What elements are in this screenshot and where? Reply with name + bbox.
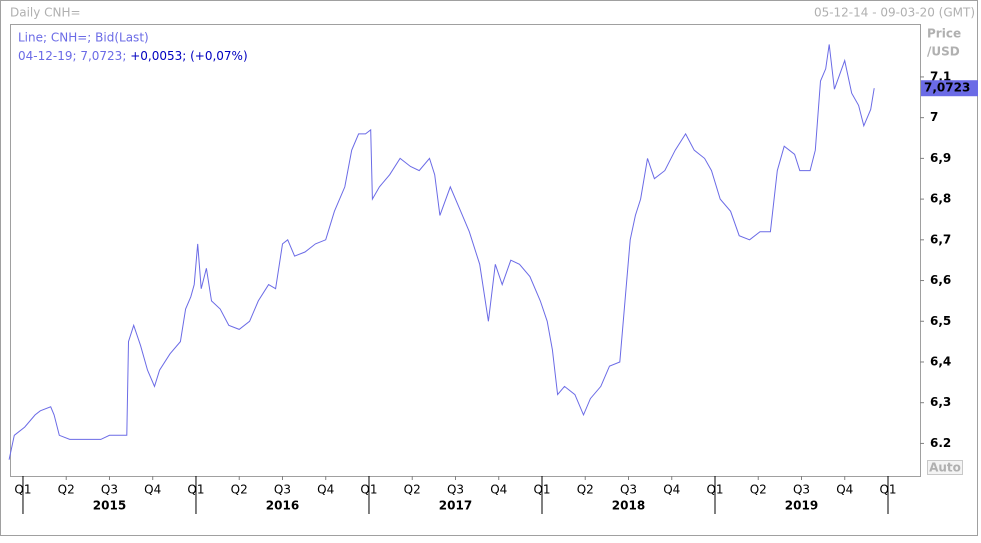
y-tick-label: 6,6 (930, 273, 951, 287)
price-line (8, 44, 875, 460)
x-tick-label: Q4 (490, 483, 507, 497)
x-tick-label: Q1 (879, 483, 896, 497)
x-tick-label: Q4 (317, 483, 334, 497)
x-tick-label: Q1 (360, 483, 377, 497)
chart-title: Daily CNH= (10, 6, 81, 20)
y-tick-label: 7 (930, 110, 938, 124)
info-change: +0,0053; (+0,07%) (130, 49, 247, 63)
x-tick-label: Q1 (706, 483, 723, 497)
x-tick-label: Q3 (274, 483, 291, 497)
last-price-tag (921, 80, 978, 97)
x-tick-label: Q2 (577, 483, 594, 497)
x-tick-label: Q3 (447, 483, 464, 497)
x-tick-label: Q2 (58, 483, 75, 497)
y-tick-label: 6,4 (930, 354, 951, 368)
x-tick-label: Q1 (533, 483, 550, 497)
y-tick-label: 6,8 (930, 192, 951, 206)
y-axis-label: /USD (927, 45, 960, 59)
x-tick-label: Q3 (793, 483, 810, 497)
plot-area (10, 24, 921, 477)
info-line: 04-12-19; 7,0723; +0,0053; (+0,07%) (18, 49, 248, 63)
x-tick-label: Q3 (101, 483, 118, 497)
date-range: 05-12-14 - 09-03-20 (GMT) (814, 6, 975, 20)
x-tick-label: Q4 (836, 483, 853, 497)
x-tick-label: Q3 (620, 483, 637, 497)
info-date: 04-12-19; 7,0723; (18, 49, 126, 63)
x-tick-label: Q2 (404, 483, 421, 497)
y-axis-label: Price (927, 27, 961, 41)
x-tick-label: Q2 (231, 483, 248, 497)
x-tick-label: Q2 (750, 483, 767, 497)
legend-line: Line; CNH=; Bid(Last) (18, 31, 149, 45)
y-tick-label: 6,5 (930, 314, 951, 328)
y-tick-label: 6,9 (930, 151, 951, 165)
year-label: 2015 (93, 499, 126, 513)
year-label: 2017 (439, 499, 472, 513)
last-price-label: 7,0723 (924, 81, 970, 95)
y-tick-label: 6,7 (930, 232, 951, 246)
x-tick-label: Q1 (14, 483, 31, 497)
y-tick-label: 6.2 (930, 436, 951, 450)
x-tick-label: Q4 (663, 483, 680, 497)
year-label: 2016 (266, 499, 299, 513)
y-tick-label: 7,1 (930, 69, 951, 83)
y-tick-label: 6,3 (930, 395, 951, 409)
auto-button-label[interactable]: Auto (929, 461, 961, 475)
auto-button[interactable] (927, 460, 963, 475)
x-tick-label: Q1 (187, 483, 204, 497)
x-tick-label: Q4 (144, 483, 161, 497)
year-label: 2019 (785, 499, 818, 513)
year-label: 2018 (612, 499, 645, 513)
